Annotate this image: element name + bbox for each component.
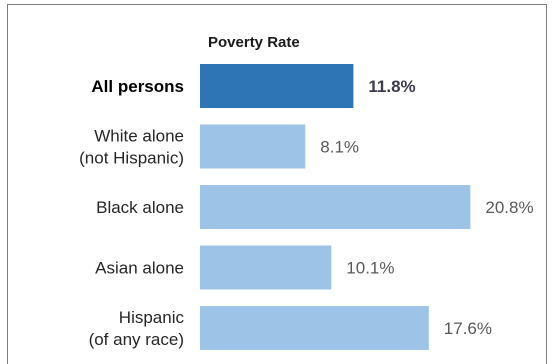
bar-1 <box>200 124 306 169</box>
value-label-3: 10.1% <box>346 259 394 278</box>
bar-2 <box>200 185 471 229</box>
category-labels-group: All persons White alone (not Hispanic) Blac… <box>79 77 184 349</box>
category-label-0-line-0: All persons <box>91 77 184 96</box>
category-label-4-line-1: (of any race) <box>89 330 184 349</box>
bars-group <box>200 64 471 350</box>
category-label-0: All persons <box>91 77 184 96</box>
category-label-2: Black alone <box>96 198 184 217</box>
bar-4 <box>200 306 429 350</box>
category-label-4: Hispanic (of any race) <box>89 308 185 349</box>
category-label-3: Asian alone <box>95 259 184 278</box>
chart-frame <box>7 4 547 364</box>
category-label-4-line-0: Hispanic <box>119 308 185 327</box>
value-label-2: 20.8% <box>485 198 533 217</box>
category-label-1-line-1: (not Hispanic) <box>79 149 184 168</box>
category-label-1: White alone (not Hispanic) <box>79 127 184 168</box>
value-label-1: 8.1% <box>320 138 359 157</box>
value-label-4: 17.6% <box>444 319 492 338</box>
bar-0 <box>200 64 354 108</box>
category-label-3-line-0: Asian alone <box>95 259 184 278</box>
category-label-1-line-0: White alone <box>94 127 184 146</box>
category-label-2-line-0: Black alone <box>96 198 184 217</box>
chart-title: Poverty Rate <box>208 34 300 51</box>
value-labels-group: 11.8% 8.1% 20.8% 10.1% 17.6% <box>320 77 533 338</box>
value-label-0: 11.8% <box>368 77 415 96</box>
bar-3 <box>200 245 332 290</box>
